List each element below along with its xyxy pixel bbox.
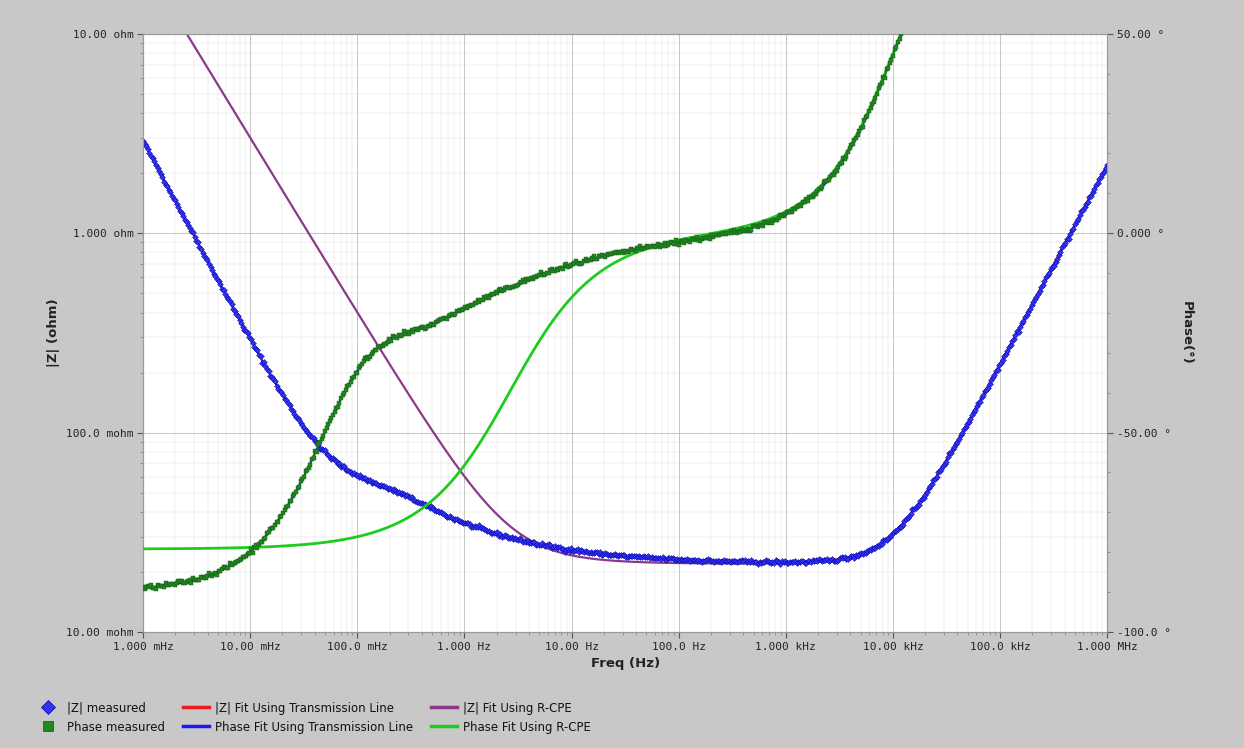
Legend: |Z| measured, Phase measured, |Z| Fit Using Transmission Line, Phase Fit Using T: |Z| measured, Phase measured, |Z| Fit Us… xyxy=(31,697,596,738)
Y-axis label: |Z| (ohm): |Z| (ohm) xyxy=(47,298,60,367)
Y-axis label: Phase(°): Phase(°) xyxy=(1181,301,1193,365)
X-axis label: Freq (Hz): Freq (Hz) xyxy=(591,657,659,670)
